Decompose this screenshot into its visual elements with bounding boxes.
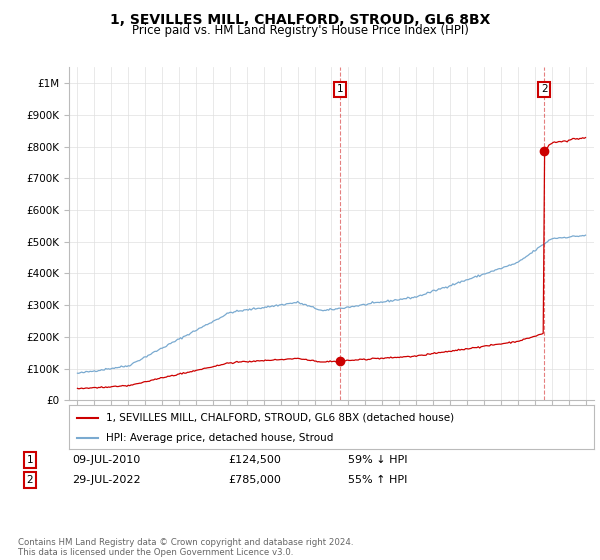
Text: 59% ↓ HPI: 59% ↓ HPI: [348, 455, 407, 465]
Text: 2: 2: [541, 85, 548, 95]
Text: 55% ↑ HPI: 55% ↑ HPI: [348, 475, 407, 485]
Text: 1, SEVILLES MILL, CHALFORD, STROUD, GL6 8BX (detached house): 1, SEVILLES MILL, CHALFORD, STROUD, GL6 …: [106, 413, 454, 423]
Text: 1: 1: [26, 455, 34, 465]
Text: £124,500: £124,500: [228, 455, 281, 465]
Text: 09-JUL-2010: 09-JUL-2010: [72, 455, 140, 465]
Text: 2: 2: [26, 475, 34, 485]
Text: 1, SEVILLES MILL, CHALFORD, STROUD, GL6 8BX: 1, SEVILLES MILL, CHALFORD, STROUD, GL6 …: [110, 13, 490, 27]
Text: Contains HM Land Registry data © Crown copyright and database right 2024.
This d: Contains HM Land Registry data © Crown c…: [18, 538, 353, 557]
Text: £785,000: £785,000: [228, 475, 281, 485]
Text: HPI: Average price, detached house, Stroud: HPI: Average price, detached house, Stro…: [106, 433, 333, 443]
Text: 29-JUL-2022: 29-JUL-2022: [72, 475, 140, 485]
Text: Price paid vs. HM Land Registry's House Price Index (HPI): Price paid vs. HM Land Registry's House …: [131, 24, 469, 37]
Text: 1: 1: [337, 85, 344, 95]
